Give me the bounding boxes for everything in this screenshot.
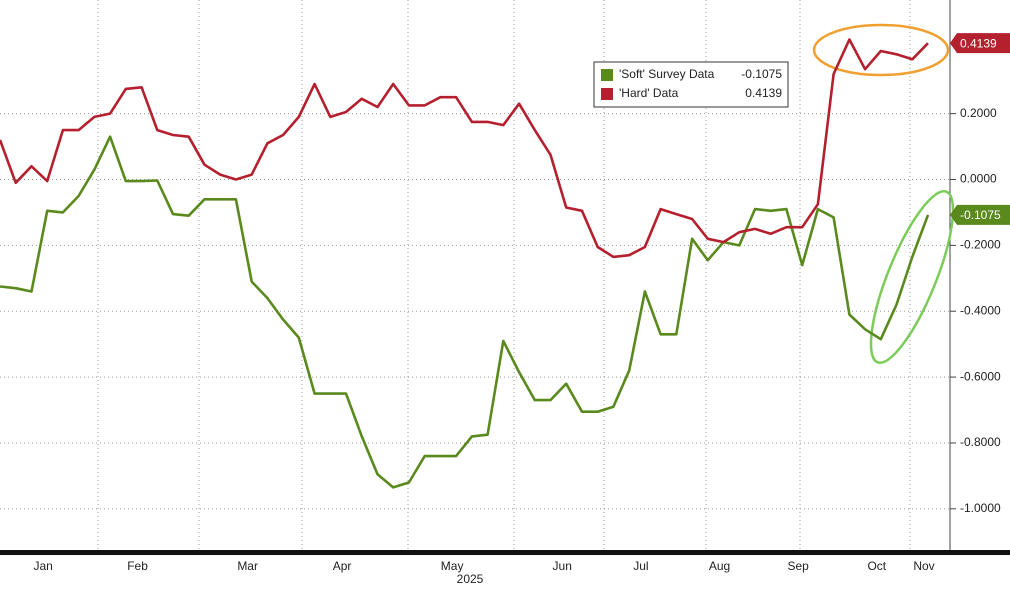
y-tick-label: -0.4000 xyxy=(960,303,1001,317)
x-tick-label: Mar xyxy=(237,559,258,573)
y-tick-label: -1.0000 xyxy=(960,501,1001,515)
legend-value: -0.1075 xyxy=(741,67,782,81)
y-tick-label: -0.8000 xyxy=(960,435,1001,449)
highlight-ellipse xyxy=(812,23,950,77)
x-tick-label: Feb xyxy=(127,559,148,573)
x-tick-label: May xyxy=(441,559,464,573)
y-tick-label: 0.2000 xyxy=(960,106,997,120)
legend-label: 'Hard' Data xyxy=(619,86,679,100)
x-tick-label: Apr xyxy=(333,559,352,573)
last-value-tag xyxy=(950,204,1010,225)
x-tick-label: Aug xyxy=(709,559,730,573)
legend-box xyxy=(593,61,789,108)
x-tick-label: Sep xyxy=(787,559,809,573)
highlight-ellipse xyxy=(869,189,955,365)
series-line xyxy=(0,135,930,489)
last-value-label: -0.1075 xyxy=(960,208,1001,222)
x-tick-label: Jun xyxy=(553,559,572,573)
x-axis-year: 2025 xyxy=(457,572,484,586)
series-line xyxy=(0,38,929,259)
legend-swatch xyxy=(601,88,613,100)
x-tick-label: Jul xyxy=(633,559,648,573)
last-value-label: 0.4139 xyxy=(960,36,997,50)
legend: 'Soft' Survey Data -0.1075 'Hard' Data 0.41… xyxy=(593,61,789,108)
legend-value: 0.4139 xyxy=(745,86,782,100)
last-value-tag xyxy=(950,33,1010,54)
y-tick-label: -0.6000 xyxy=(960,369,1001,383)
legend-label: 'Soft' Survey Data xyxy=(619,67,715,81)
x-tick-label: Oct xyxy=(867,559,886,573)
x-axis-bar xyxy=(0,550,1010,555)
x-tick-label: Jan xyxy=(34,559,53,573)
legend-swatch xyxy=(601,69,613,81)
y-tick-label: 0.0000 xyxy=(960,172,997,186)
x-tick-label: Nov xyxy=(913,559,934,573)
y-tick-label: -0.2000 xyxy=(960,238,1001,252)
